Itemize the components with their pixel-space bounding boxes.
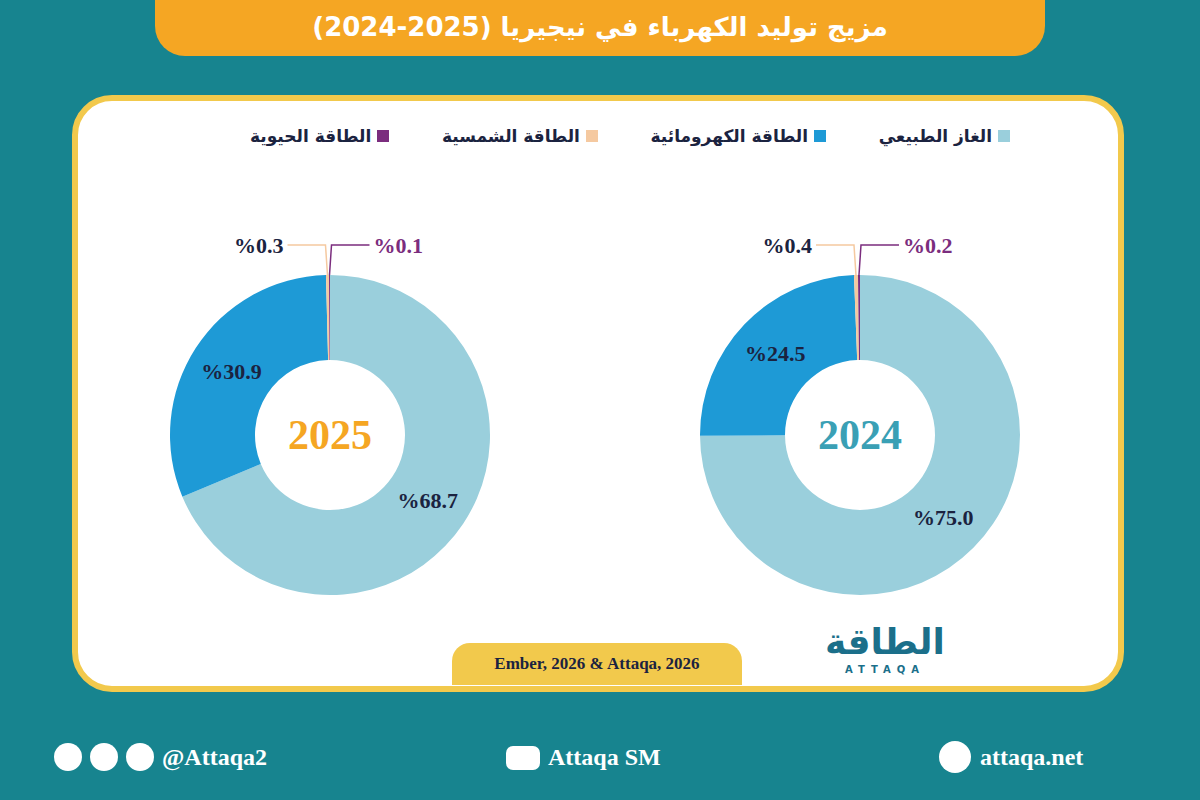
html-text:Attaqa SM: Attaqa SM	[548, 744, 661, 770]
html-text:الطاقة: الطاقة	[825, 621, 945, 662]
html-text:2024: 2024	[818, 412, 902, 458]
svg-text:%0.3: %0.3	[234, 233, 283, 258]
html-text:الطاقة الشمسية: الطاقة الشمسية	[441, 126, 580, 146]
html-text:Ember, 2026 & Attaqa, 2026: Ember, 2026 & Attaqa, 2026	[494, 654, 700, 673]
svg-text:%75.0: %75.0	[913, 505, 974, 530]
html-text:attaqa.net: attaqa.net	[980, 744, 1084, 770]
html-text:ATTAQA: ATTAQA	[845, 664, 925, 675]
html-text:الطاقة الحيوية: الطاقة الحيوية	[250, 126, 372, 146]
svg-text:%24.5: %24.5	[745, 341, 806, 366]
html-text:الطاقة الكهرومائية: الطاقة الكهرومائية	[650, 126, 808, 146]
svg-text:%68.7: %68.7	[398, 488, 459, 513]
html-text:الغاز الطبيعي: الغاز الطبيعي	[878, 126, 992, 146]
svg-text:%0.1: %0.1	[373, 233, 423, 258]
html-text:2025: 2025	[288, 412, 372, 458]
svg-text:%0.4: %0.4	[762, 233, 812, 258]
html-text:مزيج توليد الكهرباء في نيجيريا: مزيج توليد الكهرباء في نيجيريا (2025-202…	[312, 12, 888, 42]
html-text:@Attaqa2: @Attaqa2	[162, 744, 267, 770]
svg-text:%30.9: %30.9	[201, 359, 261, 384]
svg-text:%0.2: %0.2	[903, 233, 953, 258]
